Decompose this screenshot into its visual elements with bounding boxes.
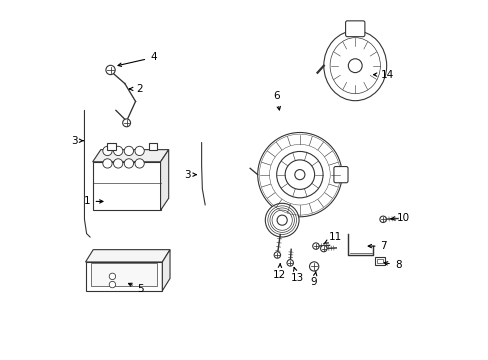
Text: 11: 11 [323,232,342,244]
Circle shape [122,119,130,127]
Ellipse shape [323,31,386,101]
Circle shape [113,146,122,156]
Polygon shape [85,249,170,262]
Circle shape [102,146,112,156]
Circle shape [347,59,362,73]
Text: 10: 10 [390,212,409,222]
Circle shape [124,146,133,156]
Bar [85,262,162,291]
Circle shape [109,273,115,280]
Circle shape [102,159,112,168]
Bar [93,162,160,210]
Text: 3: 3 [71,136,83,146]
Text: 2: 2 [129,84,142,94]
Circle shape [257,132,341,217]
Circle shape [276,152,323,198]
Circle shape [135,159,144,168]
Polygon shape [160,150,168,210]
Text: 7: 7 [367,241,386,251]
Circle shape [379,216,386,222]
Bar [91,263,157,287]
FancyBboxPatch shape [333,167,347,183]
Bar [107,143,116,150]
Ellipse shape [329,38,380,94]
Circle shape [109,282,115,288]
Text: 12: 12 [272,264,285,280]
Polygon shape [162,249,170,291]
Text: 5: 5 [128,283,144,294]
Circle shape [294,170,305,180]
FancyBboxPatch shape [345,21,364,37]
Bar [148,143,157,150]
Text: 14: 14 [373,69,393,80]
Circle shape [124,159,133,168]
Bar [374,257,384,265]
Text: 6: 6 [273,91,280,110]
Text: 9: 9 [310,271,317,287]
Bar [376,259,382,263]
Circle shape [135,146,144,156]
Circle shape [309,262,318,271]
Circle shape [265,203,299,237]
Circle shape [286,260,293,266]
Text: 4: 4 [118,53,156,66]
Text: 3: 3 [183,170,196,180]
Circle shape [320,246,326,252]
Circle shape [269,144,329,205]
Circle shape [277,215,286,225]
Text: 1: 1 [84,197,103,206]
Text: 8: 8 [384,260,401,270]
Circle shape [312,243,319,249]
Text: 13: 13 [290,267,304,283]
Circle shape [274,252,280,258]
Polygon shape [93,150,168,162]
Circle shape [113,159,122,168]
Circle shape [106,65,115,75]
Circle shape [285,160,314,189]
